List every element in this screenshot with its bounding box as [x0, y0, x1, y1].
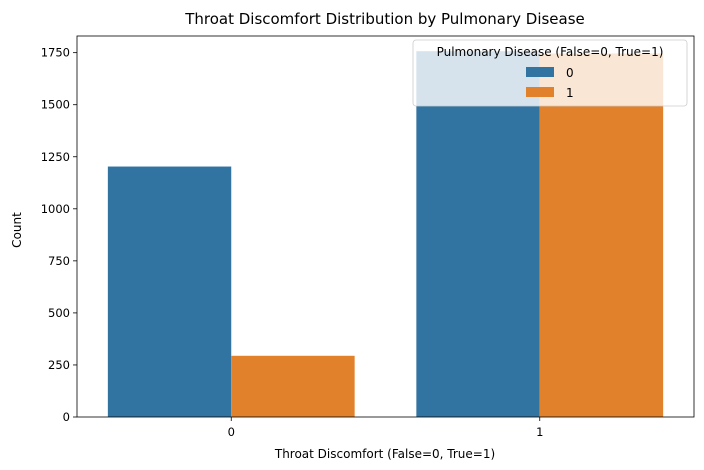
x-tick-label: 0: [228, 425, 235, 439]
legend-title: Pulmonary Disease (False=0, True=1): [437, 45, 664, 59]
y-axis-label: Count: [10, 212, 24, 248]
y-axis-ticks: 0 250 500 750 1000 1250 1500 1750: [41, 46, 77, 424]
y-tick-label: 250: [48, 358, 70, 372]
y-tick-label: 500: [48, 306, 70, 320]
axes-frame: [76, 35, 695, 418]
x-tick-label: 1: [536, 425, 543, 439]
y-tick-label: 1000: [41, 202, 70, 216]
bar-series-0-cat-1: [416, 51, 540, 417]
legend-swatch-1: [526, 87, 554, 97]
y-tick-label: 1500: [41, 98, 70, 112]
legend-swatch-0: [526, 67, 554, 77]
y-tick-label: 0: [63, 410, 70, 424]
legend: Pulmonary Disease (False=0, True=1) 0 1: [412, 39, 688, 107]
chart-title: Throat Discomfort Distribution by Pulmon…: [184, 10, 585, 28]
y-tick-label: 750: [48, 254, 70, 268]
x-axis-label: Throat Discomfort (False=0, True=1): [274, 447, 495, 461]
legend-label-0: 0: [566, 66, 574, 80]
bar-series-1-cat-1: [539, 53, 664, 417]
y-tick-label: 1750: [41, 46, 70, 60]
legend-label-1: 1: [566, 86, 574, 100]
bar-series-1-cat-0: [231, 355, 355, 417]
y-tick-label: 1250: [41, 150, 70, 164]
bar-series-0-cat-0: [107, 166, 232, 417]
plot-area: [76, 35, 695, 418]
